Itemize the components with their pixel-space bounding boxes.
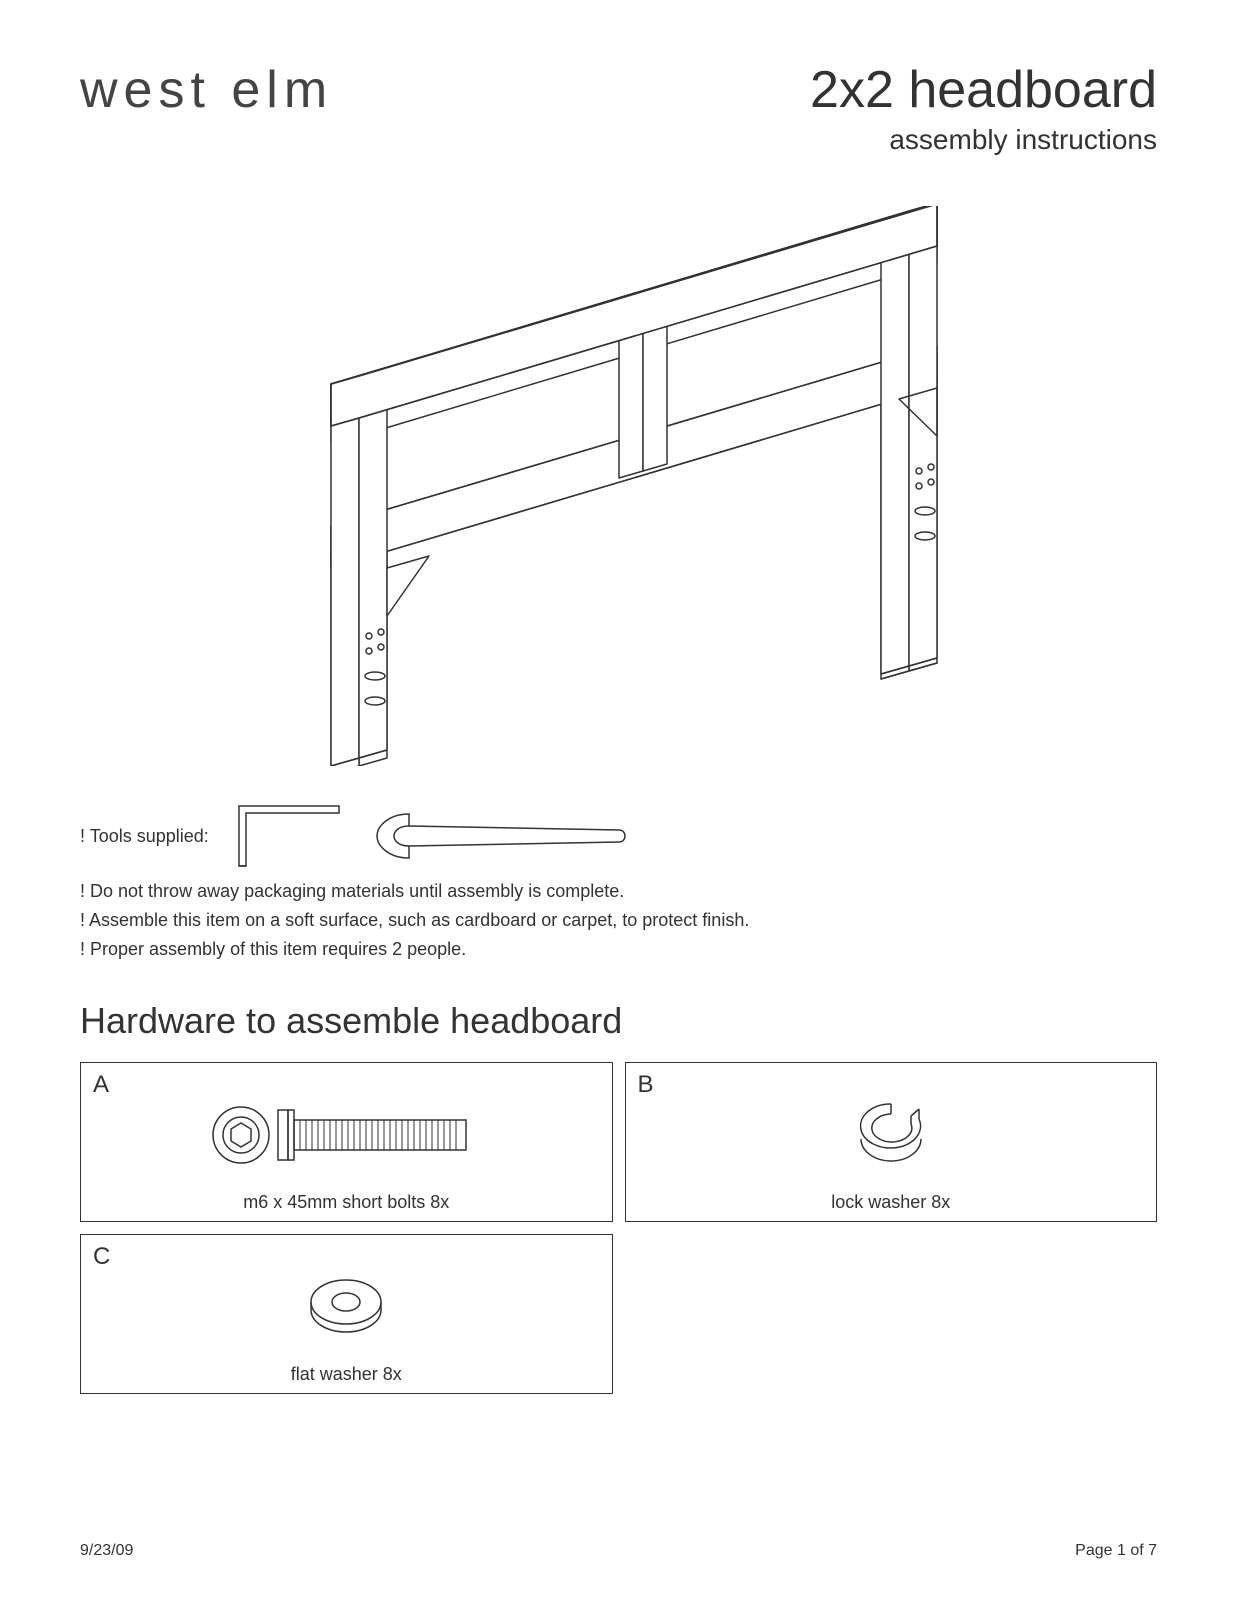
hardware-box-b: B lock washer 8x: [625, 1062, 1158, 1222]
hardware-label-a: m6 x 45mm short bolts 8x: [81, 1192, 612, 1213]
bolt-icon: [206, 1100, 486, 1170]
wrench-icon: [369, 806, 629, 866]
bullet-2: Assemble this item on a soft surface, su…: [80, 910, 1157, 931]
hardware-heading: Hardware to assemble headboard: [80, 1000, 1157, 1042]
header: west elm 2x2 headboard assembly instruct…: [80, 60, 1157, 156]
title-block: 2x2 headboard assembly instructions: [810, 60, 1157, 156]
allen-key-icon: [219, 801, 359, 871]
hardware-box-a: A m6 x 45mm short bolts 8x: [80, 1062, 613, 1222]
hardware-box-c: C flat washer 8x: [80, 1234, 613, 1394]
hardware-letter-c: C: [93, 1243, 110, 1271]
hardware-grid: A m6 x 45mm short bolts 8x B: [80, 1062, 1157, 1394]
hardware-label-c: flat washer 8x: [81, 1364, 612, 1385]
bullet-1: Do not throw away packaging materials un…: [80, 881, 1157, 902]
instruction-bullets: Do not throw away packaging materials un…: [80, 881, 1157, 960]
headboard-diagram: [80, 206, 1157, 771]
hardware-letter-a: A: [93, 1071, 109, 1099]
bullet-3: Proper assembly of this item requires 2 …: [80, 939, 1157, 960]
footer-date: 9/23/09: [80, 1542, 133, 1560]
hardware-letter-b: B: [638, 1071, 654, 1099]
footer-page: Page 1 of 7: [1075, 1542, 1157, 1560]
tools-supplied-label: Tools supplied:: [80, 826, 209, 847]
hardware-label-b: lock washer 8x: [626, 1192, 1157, 1213]
subtitle: assembly instructions: [810, 124, 1157, 156]
lock-washer-icon: [841, 1094, 941, 1174]
footer: 9/23/09 Page 1 of 7: [80, 1542, 1157, 1560]
product-title: 2x2 headboard: [810, 60, 1157, 120]
brand-logo: west elm: [80, 60, 333, 120]
tools-row: Tools supplied:: [80, 801, 1157, 871]
flat-washer-icon: [296, 1272, 396, 1342]
